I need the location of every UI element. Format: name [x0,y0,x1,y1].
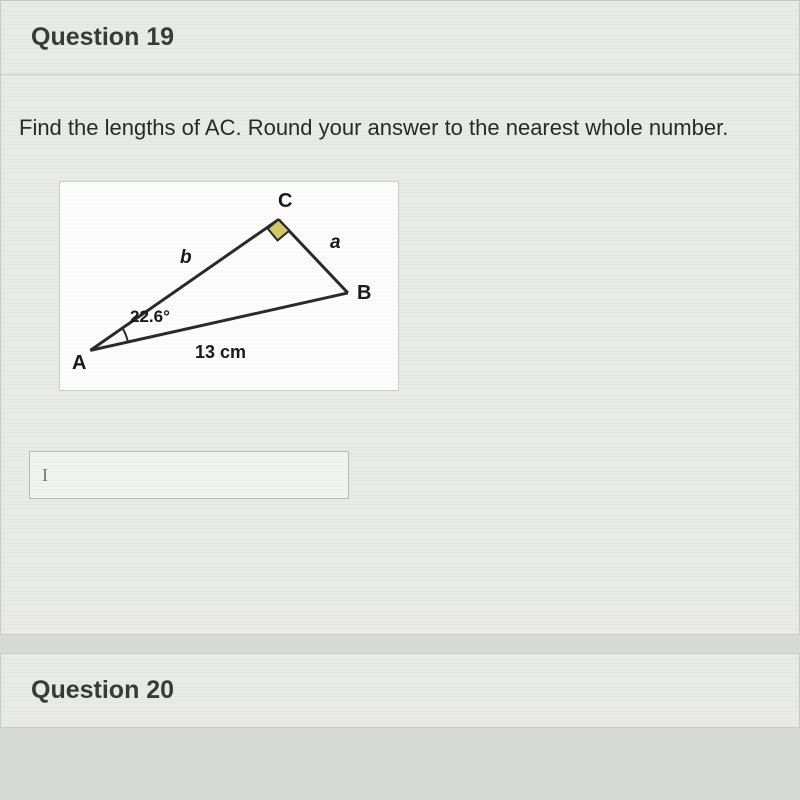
answer-input[interactable] [29,451,349,499]
vertex-label-A: A [72,352,86,375]
angle-arc [122,328,128,343]
triangle-diagram: A B C b a 22.6° 13 cm [59,181,399,391]
question-19-body: Find the lengths of AC. Round your answe… [0,75,800,635]
vertex-label-C: C [278,190,292,213]
question-20-title: Question 20 [31,676,174,704]
side-label-a: a [330,232,341,254]
right-angle-marker [268,220,290,241]
side-label-b: b [180,247,192,269]
angle-label-A: 22.6° [130,307,170,327]
vertex-label-B: B [357,282,371,305]
question-19-prompt: Find the lengths of AC. Round your answe… [19,115,781,141]
question-20-header: Question 20 [0,653,800,728]
hypotenuse-label: 13 cm [195,342,246,363]
question-19-header: Question 19 [0,0,800,75]
section-gap [0,635,800,653]
question-19-title: Question 19 [31,23,174,51]
